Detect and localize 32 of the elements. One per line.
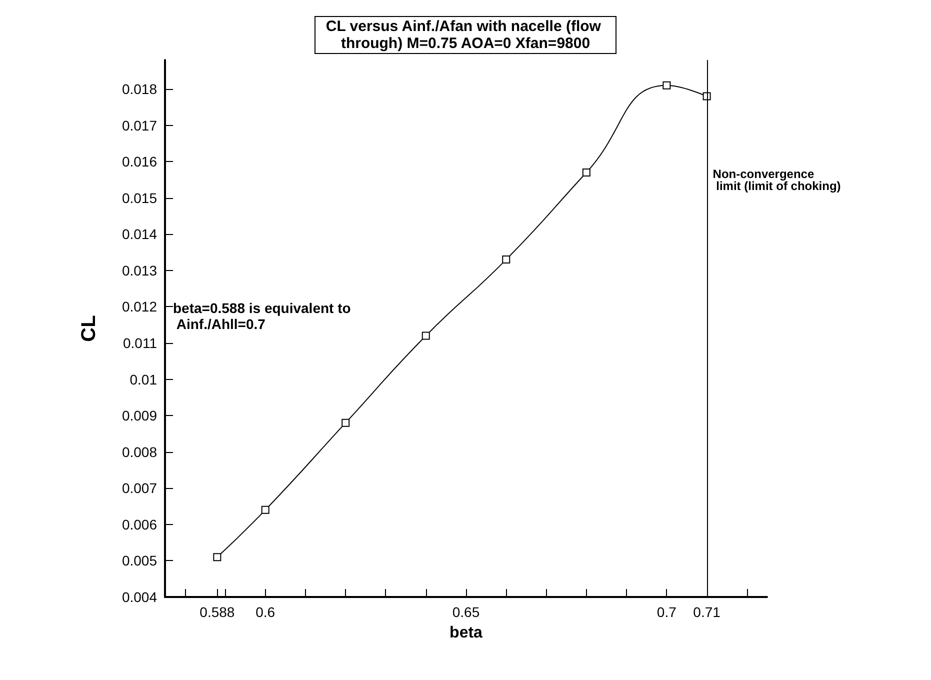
x-tick-label: 0.71: [693, 604, 721, 620]
y-tick-label: 0.007: [122, 480, 158, 496]
y-tick-label: 0.008: [122, 444, 158, 460]
y-tick-label: 0.018: [122, 81, 158, 98]
ref-line-label: Non-convergence limit (limit of choking): [712, 167, 841, 193]
point: [422, 332, 430, 340]
chart-title: CL versus Ainf./Afan with nacelle (flow through) M=0.75 AOA=0 Xfan=9800: [326, 18, 606, 52]
y-tick-label: 0.004: [122, 589, 158, 605]
point: [261, 506, 270, 514]
y-tick-label: 0.014: [122, 226, 158, 242]
x-tick-label: 0.65: [452, 604, 480, 620]
x-tick-label: 0.588: [200, 604, 235, 620]
point: [213, 553, 222, 562]
y-tick-label: 0.012: [122, 298, 158, 315]
x-tick-label: 0.7: [656, 604, 677, 620]
y-tick-label: 0.009: [122, 408, 158, 424]
y-tick-label: 0.011: [123, 335, 158, 352]
x-tick-label: 0.6: [256, 604, 276, 620]
y-tick-label: 0.017: [122, 117, 158, 134]
y-axis-title: CL: [78, 315, 100, 342]
y-tick-label: 0.015: [122, 190, 158, 206]
annotation: beta=0.588 is equivalent to Ainf./Ahll=0.7: [173, 300, 351, 332]
point: [582, 168, 590, 176]
point: [502, 256, 510, 264]
y-tick-label: 0.013: [122, 262, 158, 278]
y-tick-label: 0.006: [122, 516, 158, 532]
y-tick-label: 0.01: [130, 371, 158, 388]
y-tick-label: 0.005: [122, 552, 158, 569]
point: [662, 81, 671, 90]
y-tick-label: 0.016: [122, 154, 158, 170]
point: [342, 418, 350, 427]
x-axis-title: beta: [450, 624, 483, 642]
